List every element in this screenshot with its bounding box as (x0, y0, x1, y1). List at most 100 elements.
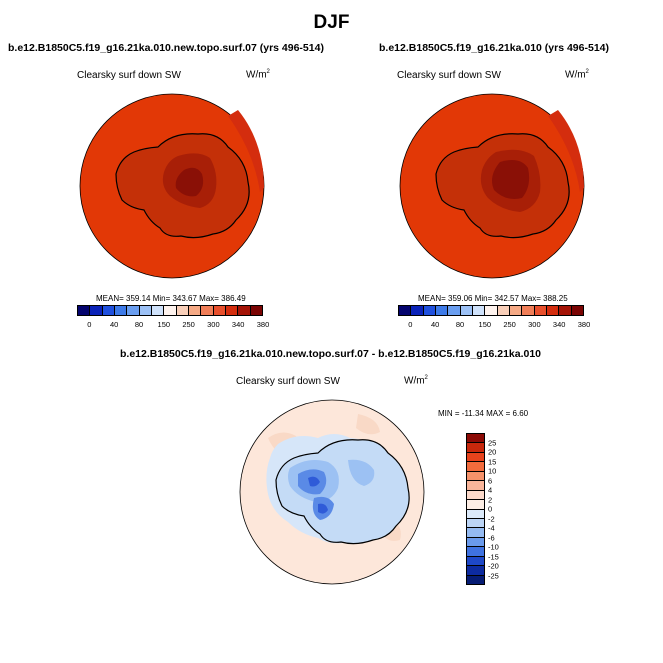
colorbar-swatch (188, 306, 202, 315)
panel-2-colorbar (398, 305, 584, 316)
panel-1-polar-map (79, 93, 265, 279)
diff-deep-blue-region-2 (318, 503, 328, 514)
diff-case-title: b.e12.B1850C5.f19_g16.21ka.010.new.topo.… (120, 348, 542, 360)
panel-2-colorbar-labels: 0 40 80 150 250 300 340 380 (398, 320, 590, 330)
colorbar-tick-label: 40 (110, 320, 119, 329)
diff-colorbar-tick-label: -20 (488, 561, 499, 571)
diff-colorbar-tick-label: 2 (488, 495, 493, 504)
diff-colorbar-swatch (467, 547, 484, 557)
diff-colorbar-swatch (467, 575, 484, 584)
colorbar-swatch (522, 306, 535, 315)
diff-colorbar-tick-label: -25 (488, 571, 499, 580)
diff-deep-blue-region (308, 476, 320, 487)
panel-2-ice-core (492, 160, 530, 199)
colorbar-tick-label: 380 (577, 320, 591, 329)
colorbar-swatch (460, 306, 473, 315)
colorbar-swatch (201, 306, 214, 315)
diff-colorbar-swatch (467, 434, 484, 444)
colorbar-swatch (448, 306, 461, 315)
colorbar-swatch (509, 306, 523, 315)
colorbar-tick-label: 40 (431, 320, 440, 329)
colorbar-swatch (411, 306, 424, 315)
diff-colorbar-swatch (467, 490, 484, 501)
colorbar-swatch (176, 306, 189, 315)
colorbar-swatch (225, 306, 239, 315)
panel-1-ice-core (175, 167, 204, 197)
diff-colorbar-tick-label: 25 (488, 438, 497, 447)
colorbar-swatch (472, 306, 486, 315)
colorbar-tick-label: 380 (256, 320, 270, 329)
diff-mid-blue-region-2 (348, 459, 375, 486)
diff-variable-label: Clearsky surf down SW (236, 376, 340, 387)
panel-1-ocean-edge (228, 110, 264, 192)
diff-colorbar-swatch (467, 471, 484, 482)
panel-2-case-title: b.e12.B1850C5.f19_g16.21ka.010 (yrs 496-… (379, 42, 609, 54)
colorbar-tick-label: 340 (552, 320, 566, 329)
diff-colorbar-tick-label: 10 (488, 466, 497, 476)
colorbar-tick-label: 80 (134, 320, 144, 329)
diff-colorbar-swatch (467, 566, 484, 576)
diff-colorbar-swatch (467, 500, 484, 510)
diff-colorbar-swatch (467, 518, 484, 529)
colorbar-swatch (151, 306, 165, 315)
colorbar-swatch (213, 306, 226, 315)
colorbar-swatch (127, 306, 140, 315)
diff-colorbar-swatch (467, 481, 484, 491)
diff-colorbar (466, 433, 485, 585)
diff-colorbar-tick-label: 20 (488, 447, 497, 457)
colorbar-tick-label: 0 (87, 320, 92, 329)
panel-2-variable-label: Clearsky surf down SW (397, 70, 501, 81)
diff-colorbar-swatch (467, 556, 484, 567)
panel-1-case-title: b.e12.B1850C5.f19_g16.21ka.010.new.topo.… (8, 42, 324, 54)
colorbar-swatch (546, 306, 560, 315)
diff-polar-map (239, 399, 425, 585)
colorbar-swatch (90, 306, 103, 315)
diff-warm-patch-2 (356, 414, 380, 435)
colorbar-swatch (102, 306, 115, 315)
diff-colorbar-swatch (467, 509, 484, 519)
colorbar-tick-label: 80 (455, 320, 465, 329)
diff-colorbar-tick-label: -6 (488, 533, 495, 542)
panel-2-units: W/m2 (565, 69, 589, 81)
diff-colorbar-swatch (467, 537, 484, 548)
diff-colorbar-labels: 25 20 15 10 6 4 2 0 -2 -4 -6 -10 -15 -20 -25 (488, 433, 518, 585)
colorbar-swatch (250, 306, 262, 315)
diff-colorbar-tick-label: -4 (488, 523, 495, 533)
colorbar-tick-label: 300 (207, 320, 220, 329)
diff-stats: MIN = -11.34 MAX = 6.60 (438, 409, 529, 418)
diff-units: W/m2 (404, 375, 428, 387)
panel-1-stats: MEAN= 359.14 Min= 343.67 Max= 386.49 (96, 294, 246, 303)
colorbar-swatch (164, 306, 177, 315)
colorbar-tick-label: 250 (182, 320, 195, 329)
colorbar-swatch (114, 306, 128, 315)
colorbar-swatch (78, 306, 91, 315)
colorbar-swatch (423, 306, 436, 315)
panel-1-units: W/m2 (246, 69, 270, 81)
colorbar-tick-label: 250 (503, 320, 516, 329)
colorbar-tick-label: 150 (157, 320, 171, 329)
colorbar-swatch (534, 306, 547, 315)
panel-2-ocean-edge (548, 110, 584, 192)
diff-colorbar-swatch (467, 528, 484, 538)
colorbar-tick-label: 340 (231, 320, 245, 329)
colorbar-tick-label: 0 (408, 320, 413, 329)
panel-1-colorbar-labels: 0 40 80 150 250 300 340 380 (77, 320, 269, 330)
diff-colorbar-swatch (467, 462, 484, 472)
diff-colorbar-tick-label: -15 (488, 552, 499, 561)
panel-2-polar-map (399, 93, 585, 279)
diff-colorbar-tick-label: -2 (488, 514, 495, 523)
colorbar-swatch (399, 306, 412, 315)
diff-colorbar-tick-label: 0 (488, 504, 493, 514)
colorbar-swatch (571, 306, 583, 315)
colorbar-swatch (559, 306, 572, 315)
diff-colorbar-tick-label: 6 (488, 476, 493, 485)
diff-colorbar-tick-label: 15 (488, 457, 497, 466)
colorbar-swatch (238, 306, 251, 315)
colorbar-swatch (435, 306, 449, 315)
panel-1-variable-label: Clearsky surf down SW (77, 70, 181, 81)
diff-colorbar-tick-label: 4 (488, 485, 493, 495)
colorbar-tick-label: 300 (528, 320, 541, 329)
diff-colorbar-swatch (467, 443, 484, 453)
diff-colorbar-swatch (467, 452, 484, 463)
colorbar-tick-label: 150 (478, 320, 492, 329)
